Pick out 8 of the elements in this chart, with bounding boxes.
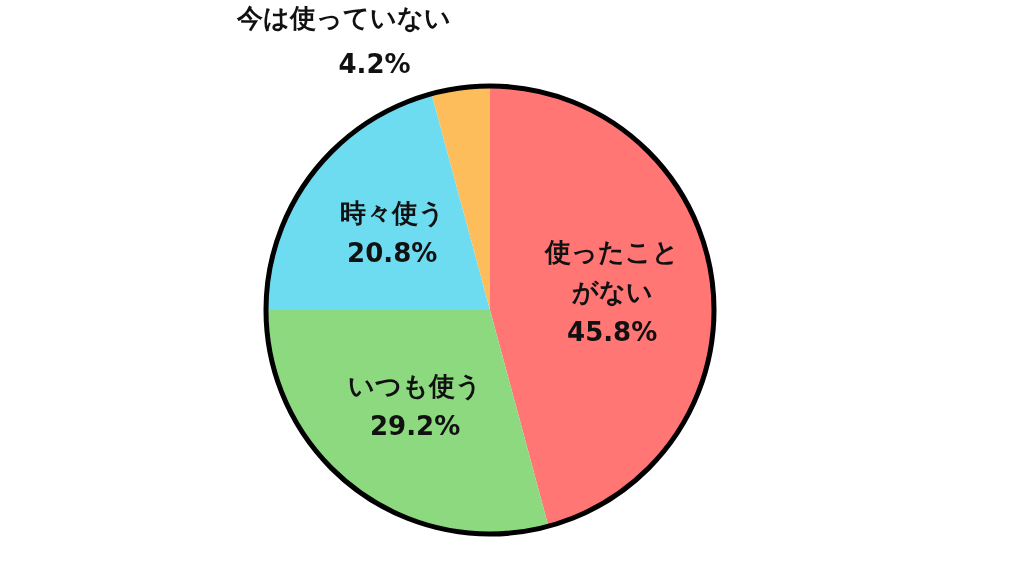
data-label: 45.8%	[567, 316, 658, 347]
slice-label: 使ったことがない	[544, 236, 680, 307]
data-label: 4.2%	[338, 48, 411, 79]
data-label: 29.2%	[370, 410, 461, 441]
data-label: 20.8%	[347, 237, 438, 268]
slice-label: 今は使っていない	[235, 2, 451, 33]
slice-label: いつも使う	[348, 370, 483, 401]
slice-label: 時々使う	[339, 197, 445, 228]
